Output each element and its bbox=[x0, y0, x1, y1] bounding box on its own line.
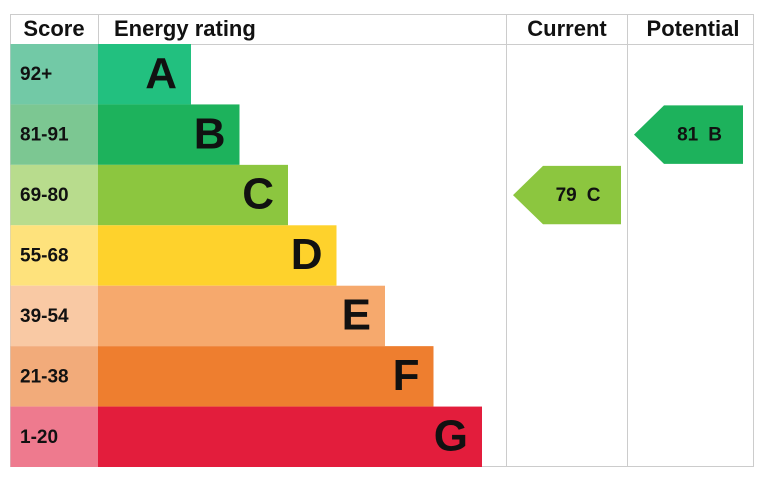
rating-letter: D bbox=[291, 230, 323, 279]
rating-letter: E bbox=[342, 291, 371, 340]
score-cell bbox=[10, 285, 99, 347]
potential-label: 81 B bbox=[677, 125, 722, 146]
score-cell bbox=[10, 164, 99, 226]
rating-bar bbox=[98, 164, 288, 226]
score-label: 21-38 bbox=[20, 366, 69, 387]
score-cell bbox=[10, 346, 99, 407]
score-label: 92+ bbox=[20, 64, 52, 85]
score-cell bbox=[10, 104, 99, 165]
rating-bar bbox=[98, 346, 434, 407]
score-cell bbox=[10, 225, 99, 286]
score-label: 69-80 bbox=[20, 185, 69, 206]
header-rating: Energy rating bbox=[114, 16, 256, 41]
rating-bar bbox=[98, 104, 240, 165]
rating-letter: A bbox=[145, 49, 177, 98]
score-label: 39-54 bbox=[20, 306, 69, 327]
rating-letter: G bbox=[434, 411, 468, 460]
current-label: 79 C bbox=[556, 185, 601, 206]
rating-bar bbox=[98, 406, 482, 467]
rating-bar bbox=[98, 225, 337, 286]
score-cell bbox=[10, 406, 99, 467]
score-label: 81-91 bbox=[20, 125, 69, 146]
rating-bar bbox=[98, 44, 191, 105]
rating-letter: B bbox=[194, 109, 226, 158]
current-value: 79 bbox=[556, 185, 577, 206]
potential-arrow bbox=[634, 105, 743, 164]
potential-letter: B bbox=[708, 125, 722, 146]
header-score: Score bbox=[23, 16, 84, 41]
header-current: Current bbox=[527, 16, 607, 41]
rating-bar bbox=[98, 285, 385, 347]
header-potential: Potential bbox=[647, 16, 740, 41]
score-label: 1-20 bbox=[20, 427, 58, 448]
rating-letter: C bbox=[242, 170, 274, 219]
current-letter: C bbox=[587, 185, 601, 206]
current-arrow bbox=[513, 165, 621, 225]
potential-value: 81 bbox=[677, 125, 699, 146]
score-label: 55-68 bbox=[20, 246, 69, 267]
rating-letter: F bbox=[393, 351, 420, 400]
score-cell bbox=[10, 44, 99, 105]
